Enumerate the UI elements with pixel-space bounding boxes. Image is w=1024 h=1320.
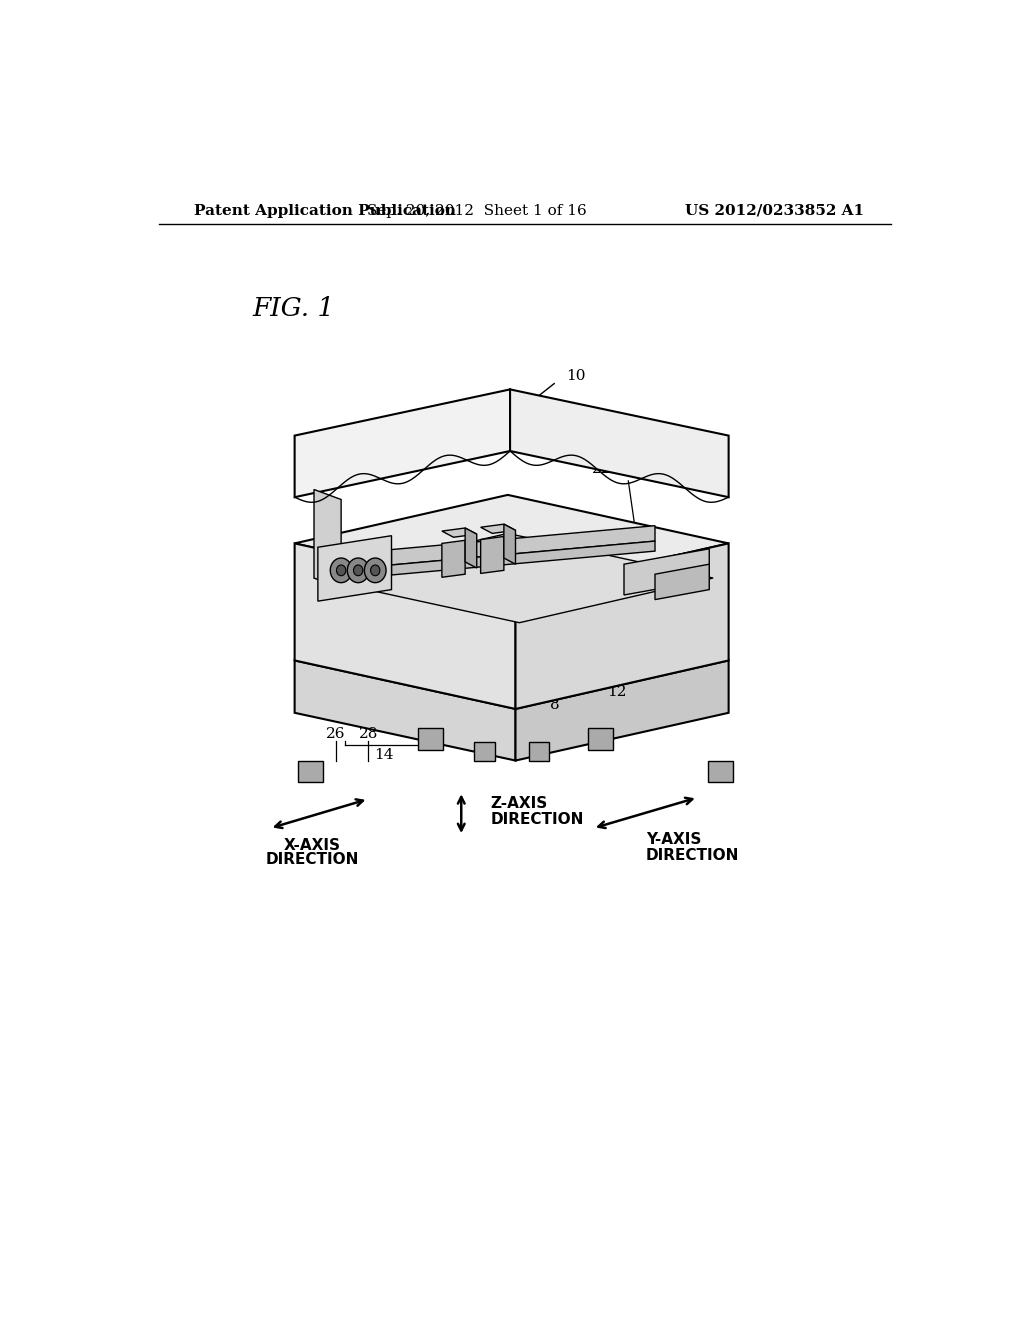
Text: DIRECTION: DIRECTION bbox=[266, 851, 359, 867]
Polygon shape bbox=[589, 729, 613, 750]
Text: 12: 12 bbox=[607, 685, 627, 700]
Text: 24: 24 bbox=[615, 462, 635, 477]
Text: Patent Application Publication: Patent Application Publication bbox=[194, 203, 456, 218]
Text: 8: 8 bbox=[550, 698, 560, 711]
Polygon shape bbox=[418, 729, 442, 750]
Polygon shape bbox=[317, 536, 391, 601]
Polygon shape bbox=[655, 564, 710, 599]
Polygon shape bbox=[295, 660, 515, 760]
Polygon shape bbox=[480, 524, 515, 533]
Text: 28: 28 bbox=[358, 726, 378, 741]
Text: 26: 26 bbox=[326, 726, 345, 741]
Polygon shape bbox=[295, 495, 729, 591]
Polygon shape bbox=[515, 544, 729, 709]
Ellipse shape bbox=[371, 565, 380, 576]
Text: 16: 16 bbox=[603, 442, 623, 457]
Polygon shape bbox=[295, 612, 729, 709]
Text: X-AXIS: X-AXIS bbox=[284, 838, 341, 853]
Ellipse shape bbox=[347, 558, 369, 582]
Text: FIG. 1: FIG. 1 bbox=[252, 296, 334, 321]
Polygon shape bbox=[314, 533, 713, 623]
Text: DIRECTION: DIRECTION bbox=[490, 812, 584, 826]
Ellipse shape bbox=[365, 558, 386, 582]
Text: DIRECTION: DIRECTION bbox=[646, 847, 739, 863]
Polygon shape bbox=[510, 389, 729, 498]
Polygon shape bbox=[442, 540, 465, 577]
Polygon shape bbox=[474, 742, 495, 760]
Ellipse shape bbox=[331, 558, 352, 582]
Polygon shape bbox=[709, 760, 733, 781]
Text: 14: 14 bbox=[374, 748, 393, 762]
Polygon shape bbox=[391, 541, 655, 576]
Polygon shape bbox=[624, 549, 710, 595]
Ellipse shape bbox=[353, 565, 362, 576]
Ellipse shape bbox=[337, 565, 346, 576]
Polygon shape bbox=[465, 528, 477, 568]
Polygon shape bbox=[528, 742, 549, 760]
Text: US 2012/0233852 A1: US 2012/0233852 A1 bbox=[685, 203, 864, 218]
Text: 22: 22 bbox=[592, 462, 611, 477]
Polygon shape bbox=[442, 528, 477, 537]
Text: Z-AXIS: Z-AXIS bbox=[490, 796, 548, 812]
Polygon shape bbox=[515, 660, 729, 760]
Polygon shape bbox=[480, 536, 504, 573]
Polygon shape bbox=[504, 524, 515, 564]
Text: Sep. 20, 2012  Sheet 1 of 16: Sep. 20, 2012 Sheet 1 of 16 bbox=[367, 203, 587, 218]
Text: 15: 15 bbox=[351, 434, 371, 447]
Polygon shape bbox=[391, 525, 655, 565]
Text: 10: 10 bbox=[566, 370, 586, 383]
Polygon shape bbox=[298, 760, 323, 781]
Text: Y-AXIS: Y-AXIS bbox=[646, 833, 701, 847]
Polygon shape bbox=[295, 389, 510, 498]
Polygon shape bbox=[295, 544, 515, 709]
Polygon shape bbox=[314, 490, 341, 589]
